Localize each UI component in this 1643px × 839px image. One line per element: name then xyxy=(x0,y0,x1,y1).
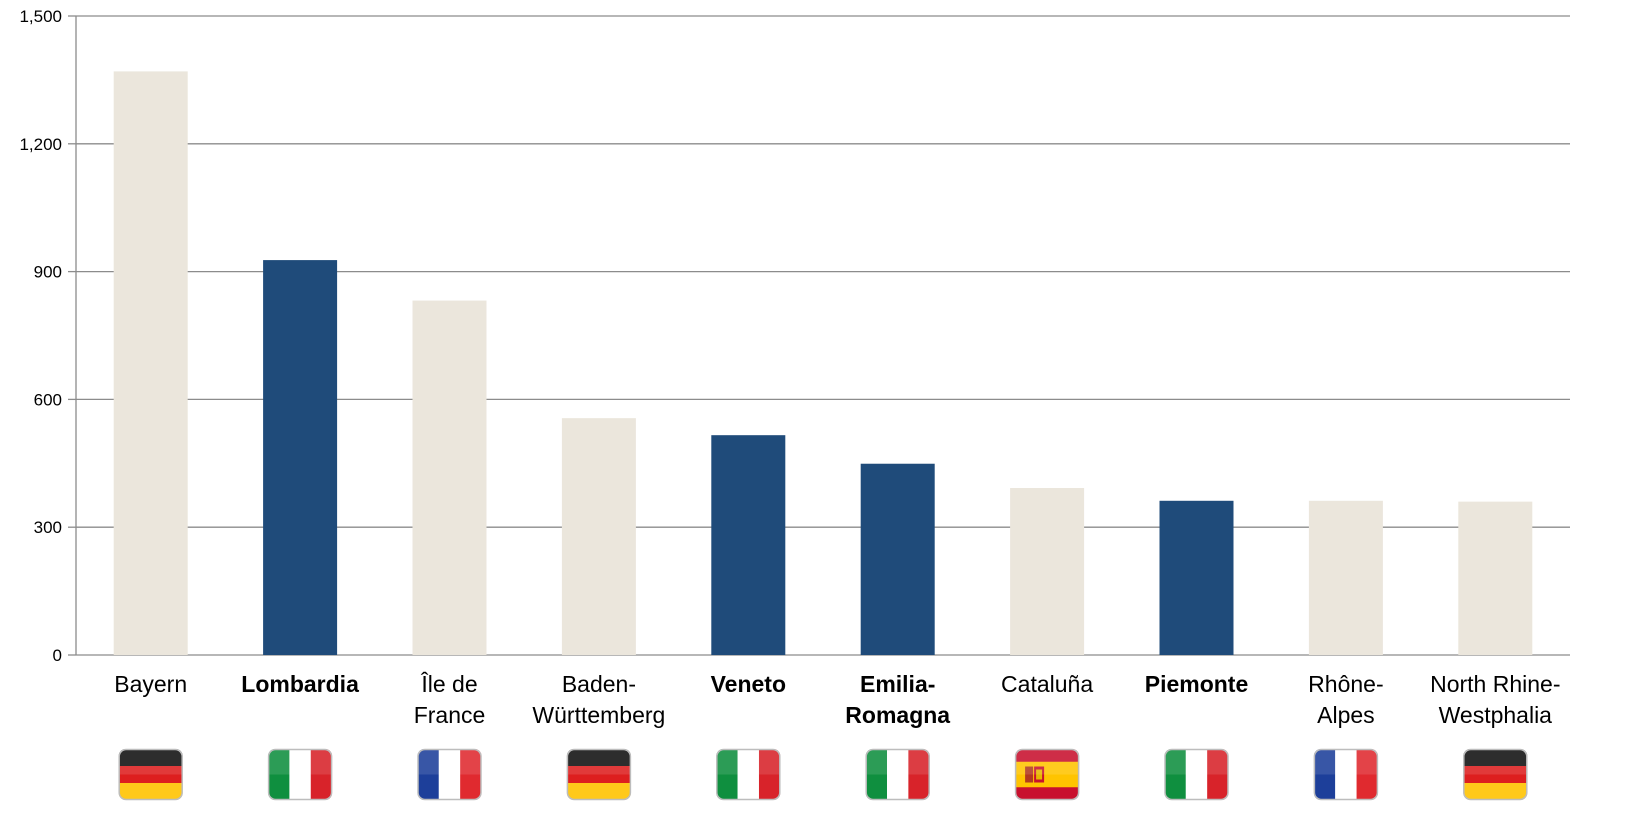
france-flag-icon xyxy=(1313,748,1379,801)
x-category-label-line: Westphalia xyxy=(1439,702,1553,728)
x-category-label: Bayern xyxy=(114,671,187,697)
bar-baden-w-rttemberg xyxy=(561,418,636,655)
x-category-label-line: Lombardia xyxy=(241,671,359,697)
x-axis-category-labels: Bayern Lombardia Île de France Baden- Württem… xyxy=(114,671,1560,728)
spain-flag-icon xyxy=(1014,748,1080,801)
bar-lombardia xyxy=(263,260,338,655)
x-category-label-line: Alpes xyxy=(1317,702,1375,728)
y-tick-label: 1,500 xyxy=(19,7,62,26)
germany-flag-icon xyxy=(118,748,183,801)
bar-north-rhine-westphalia xyxy=(1458,501,1533,655)
x-category-label: Rhône- Alpes xyxy=(1308,671,1383,728)
x-category-label: Veneto xyxy=(711,671,786,697)
italy-flag-icon xyxy=(716,748,781,801)
bar--le-de-france xyxy=(412,300,487,655)
y-tick-label: 600 xyxy=(34,390,62,409)
x-category-label: Piemonte xyxy=(1145,671,1249,697)
x-category-label: Cataluña xyxy=(1001,671,1093,697)
bar-veneto xyxy=(711,435,786,655)
x-category-label: Lombardia xyxy=(241,671,359,697)
x-category-label: Baden- Württemberg xyxy=(532,671,665,728)
x-category-label-line: Romagna xyxy=(845,702,950,728)
x-category-label-line: Veneto xyxy=(711,671,786,697)
x-category-label-line: France xyxy=(414,702,486,728)
x-category-label-line: Baden- xyxy=(562,671,636,697)
germany-flag-icon xyxy=(1463,748,1528,801)
x-category-label-line: Piemonte xyxy=(1145,671,1249,697)
x-category-label-line: Rhône- xyxy=(1308,671,1383,697)
x-category-label: Emilia- Romagna xyxy=(845,671,950,728)
italy-flag-icon xyxy=(267,748,333,801)
x-category-label-line: Bayern xyxy=(114,671,187,697)
y-tick-label: 1,200 xyxy=(19,135,62,154)
italy-flag-icon xyxy=(1164,748,1229,801)
x-category-label-line: Emilia- xyxy=(860,671,935,697)
france-flag-icon xyxy=(417,748,482,801)
y-tick-label: 300 xyxy=(34,518,62,537)
bars xyxy=(113,71,1533,655)
bar-emilia-romagna xyxy=(860,463,935,655)
x-category-label-line: Cataluña xyxy=(1001,671,1093,697)
y-axis-tick-labels: 0 300 600 900 1,200 1,500 xyxy=(19,7,62,665)
y-tick-label: 900 xyxy=(34,263,62,282)
x-category-label-line: North Rhine- xyxy=(1430,671,1560,697)
bar-rh-ne-alpes xyxy=(1308,500,1383,655)
y-tick-label: 0 xyxy=(53,646,62,665)
bar-bayern xyxy=(113,71,188,655)
bar-catalu-a xyxy=(1010,488,1085,655)
x-category-label: North Rhine- Westphalia xyxy=(1430,671,1560,728)
x-category-label: Île de France xyxy=(414,671,486,728)
bar-piemonte xyxy=(1159,500,1234,655)
x-category-label-line: Île de xyxy=(420,671,477,697)
italy-flag-icon xyxy=(865,748,930,801)
x-category-label-line: Württemberg xyxy=(532,702,665,728)
germany-flag-icon xyxy=(566,748,632,801)
country-flags xyxy=(118,748,1528,801)
